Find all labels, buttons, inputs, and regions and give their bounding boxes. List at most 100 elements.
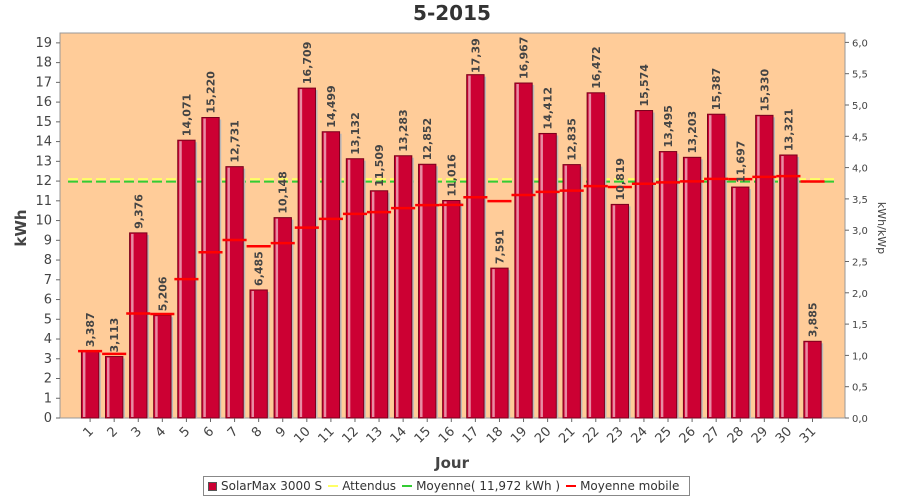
data-label: 17,39 — [469, 38, 482, 73]
y-right-tick-label: 2,0 — [852, 289, 868, 300]
bar-highlight — [805, 342, 808, 417]
bar-highlight — [733, 188, 736, 417]
legend-label: Attendus — [342, 479, 397, 493]
y-tick-label: 14 — [35, 135, 52, 150]
y-tick-label: 11 — [35, 194, 52, 209]
data-label: 16,472 — [590, 46, 603, 88]
x-tick-label: 4 — [153, 424, 169, 440]
bar-highlight — [757, 116, 760, 417]
y-tick-label: 3 — [44, 352, 52, 367]
x-tick-label: 1 — [80, 424, 96, 440]
x-tick-label: 16 — [436, 424, 458, 446]
x-axis-title: Jour — [434, 454, 470, 472]
x-tick-label: 11 — [315, 424, 337, 446]
y-right-tick-label: 3,5 — [852, 195, 868, 206]
x-axis: 1 2 3 4 5 6 7 8 9 10 11 12 13 14 15 16 17 18 19 20 21 22 23 24 2… — [80, 418, 819, 447]
bar-highlight — [227, 167, 230, 417]
data-labels: 3,387 3,113 9,376 5,206 14,071 15,220 12,731 6,… — [84, 37, 819, 353]
y-right-tick-label: 1,5 — [852, 320, 868, 331]
data-label: 15,387 — [710, 68, 723, 110]
bar-highlight — [155, 316, 158, 417]
data-label: 13,321 — [782, 109, 795, 151]
legend-swatch-line — [328, 485, 339, 487]
bar-highlight — [709, 115, 712, 417]
data-label: 12,731 — [229, 120, 242, 162]
data-label: 15,220 — [204, 71, 217, 114]
x-tick-label: 31 — [797, 424, 819, 446]
x-tick-label: 6 — [201, 424, 217, 440]
y-tick-label: 9 — [44, 233, 52, 248]
y-axis-right-title: kWh/kWp — [875, 202, 888, 254]
x-tick-label: 23 — [604, 424, 626, 446]
y-axis-right: 0,0 0,5 1,0 1,5 2,0 2,5 3,0 3,5 4,0 4,5 5,0 5,5 6,0 — [845, 38, 868, 425]
x-tick-label: 8 — [249, 424, 265, 440]
y-right-tick-label: 5,0 — [852, 101, 868, 112]
legend-item-moving-average: Moyenne mobile — [566, 479, 679, 493]
data-label: 3,113 — [108, 318, 121, 353]
y-tick-label: 12 — [35, 174, 52, 189]
x-tick-label: 9 — [273, 424, 289, 440]
bar-highlight — [323, 132, 327, 418]
x-tick-label: 3 — [129, 424, 145, 440]
x-tick-label: 27 — [701, 424, 723, 446]
x-tick-label: 26 — [677, 424, 699, 446]
x-tick-label: 20 — [532, 424, 554, 446]
y-right-tick-label: 5,5 — [852, 70, 868, 81]
x-tick-label: 7 — [225, 424, 241, 440]
data-label: 12,852 — [421, 118, 434, 160]
y-tick-label: 18 — [35, 56, 52, 71]
data-label: 11,016 — [445, 154, 458, 197]
chart-title: 5-2015 — [413, 1, 491, 25]
x-tick-label: 10 — [291, 424, 313, 446]
y-right-tick-label: 1,0 — [852, 351, 868, 362]
x-tick-label: 25 — [653, 424, 675, 446]
bar-highlight — [516, 84, 519, 418]
y-right-tick-label: 4,0 — [852, 164, 868, 175]
data-label: 3,387 — [84, 312, 97, 347]
bar-highlight — [636, 111, 640, 417]
legend-item-production: SolarMax 3000 S — [208, 479, 322, 493]
legend-label: SolarMax 3000 S — [221, 479, 323, 493]
x-tick-label: 2 — [105, 424, 121, 440]
x-tick-label: 24 — [628, 424, 650, 446]
data-label: 14,499 — [325, 85, 338, 127]
legend-swatch-line — [402, 485, 413, 487]
bar-highlight — [781, 155, 784, 417]
x-tick-label: 13 — [364, 424, 386, 446]
moving-average — [78, 174, 825, 356]
bar-highlight — [275, 218, 279, 417]
legend-item-average: Moyenne( 11,972 kWh ) — [402, 479, 560, 493]
bar-highlight — [251, 290, 254, 417]
x-tick-label: 14 — [388, 424, 410, 446]
y-tick-label: 15 — [35, 115, 52, 130]
data-label: 14,412 — [542, 87, 555, 129]
data-label: 10,148 — [277, 171, 290, 213]
data-label: 13,132 — [349, 112, 362, 154]
bar-highlight — [299, 89, 303, 417]
y-tick-label: 13 — [35, 154, 52, 169]
data-label: 15,574 — [638, 64, 651, 107]
data-label: 13,283 — [397, 109, 410, 151]
y-tick-label: 8 — [44, 253, 52, 268]
x-tick-label: 12 — [339, 424, 361, 446]
y-tick-label: 17 — [35, 75, 52, 90]
legend-swatch-line — [566, 485, 577, 487]
bar-highlight — [684, 158, 688, 417]
bar-highlight — [107, 357, 110, 417]
bar-highlight — [203, 118, 206, 417]
bar-highlight — [468, 75, 471, 418]
bar-highlight — [131, 233, 134, 417]
data-label: 9,376 — [132, 194, 145, 229]
x-tick-label: 17 — [460, 424, 482, 446]
bar-highlight — [347, 159, 351, 417]
bar-highlight — [371, 191, 375, 417]
y-tick-label: 1 — [44, 391, 52, 406]
bars — [80, 74, 824, 419]
data-label: 16,709 — [301, 42, 314, 84]
y-tick-label: 19 — [35, 36, 52, 51]
x-tick-label: 15 — [412, 424, 434, 446]
bar-highlight — [564, 165, 568, 417]
bar-highlight — [492, 269, 495, 417]
bar-highlight — [660, 152, 664, 418]
